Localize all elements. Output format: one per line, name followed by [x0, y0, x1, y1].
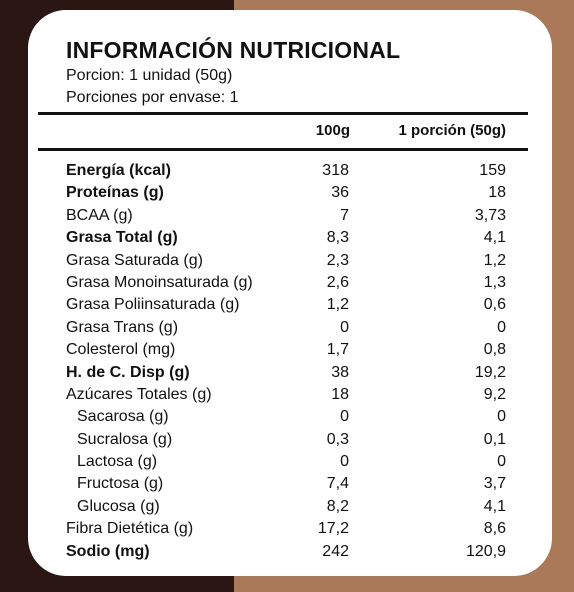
nutrient-table: Energía (kcal) 318 159 Proteínas (g) 36 18 BCA… [28, 160, 552, 563]
value-per-100g: 7 [340, 206, 349, 224]
value-per-portion: 3,73 [474, 206, 506, 224]
value-per-portion: 0 [497, 453, 506, 471]
nutrient-label: Grasa Saturada (g) [66, 251, 203, 269]
nutrient-row: Proteínas (g) 36 18 [28, 182, 552, 204]
nutrient-row: Colesterol (mg) 1,7 0,8 [28, 339, 552, 361]
value-per-100g: 38 [331, 363, 349, 381]
nutrient-row: Fibra Dietética (g) 17,2 8,6 [28, 518, 552, 540]
nutrient-row: Energía (kcal) 318 159 [28, 160, 552, 182]
value-per-portion: 3,7 [483, 475, 506, 493]
nutrient-row: Lactosa (g) 0 0 [28, 451, 552, 473]
value-per-portion: 120,9 [465, 542, 506, 560]
nutrient-label: Grasa Total (g) [66, 229, 178, 247]
nutrient-row: Grasa Poliinsaturada (g) 1,2 0,6 [28, 294, 552, 316]
serving-size: Porcion: 1 unidad (50g) [66, 67, 233, 84]
servings-per-container: Porciones por envase: 1 [66, 89, 239, 106]
value-per-portion: 8,6 [483, 520, 506, 538]
value-per-portion: 4,1 [483, 497, 506, 515]
value-per-portion: 9,2 [483, 385, 506, 403]
nutrient-label: Proteínas (g) [66, 184, 164, 202]
value-per-100g: 8,3 [326, 229, 349, 247]
value-per-portion: 0 [497, 318, 506, 336]
value-per-portion: 159 [479, 162, 506, 179]
nutrient-label: Colesterol (mg) [66, 341, 176, 359]
value-per-100g: 0 [340, 318, 349, 336]
nutrient-label: Lactosa (g) [77, 453, 158, 471]
nutrient-label: Sodio (mg) [66, 542, 150, 560]
value-per-portion: 1,2 [483, 251, 506, 269]
nutrient-row: Grasa Total (g) 8,3 4,1 [28, 227, 552, 249]
nutrient-label: Fructosa (g) [77, 475, 164, 493]
value-per-100g: 36 [331, 184, 349, 202]
value-per-portion: 4,1 [483, 229, 506, 247]
value-per-100g: 1,2 [326, 296, 349, 314]
value-per-100g: 2,6 [326, 273, 349, 291]
value-per-100g: 0,3 [326, 430, 349, 448]
value-per-portion: 0,8 [483, 341, 506, 359]
nutrient-label: Sacarosa (g) [77, 408, 169, 426]
nutrient-row: Grasa Trans (g) 0 0 [28, 317, 552, 339]
nutrient-label: BCAA (g) [66, 206, 133, 224]
nutrition-label-card: INFORMACIÓN NUTRICIONAL Porcion: 1 unida… [28, 10, 552, 576]
nutrient-row: Grasa Saturada (g) 2,3 1,2 [28, 250, 552, 272]
column-header-100g: 100g [315, 122, 350, 139]
nutrient-row: Fructosa (g) 7,4 3,7 [28, 473, 552, 495]
nutrient-row: Sacarosa (g) 0 0 [28, 406, 552, 428]
nutrient-label: Energía (kcal) [66, 162, 171, 179]
value-per-100g: 7,4 [326, 475, 349, 493]
value-per-100g: 0 [340, 408, 349, 426]
value-per-100g: 0 [340, 453, 349, 471]
value-per-portion: 0,1 [483, 430, 506, 448]
nutrient-row: Azúcares Totales (g) 18 9,2 [28, 384, 552, 406]
nutrient-label: Grasa Trans (g) [66, 318, 179, 336]
nutrient-row: Sodio (mg) 242 120,9 [28, 541, 552, 563]
nutrient-label: Fibra Dietética (g) [66, 520, 194, 538]
value-per-100g: 17,2 [317, 520, 349, 538]
nutrient-label: Azúcares Totales (g) [66, 385, 212, 403]
value-per-portion: 19,2 [474, 363, 506, 381]
nutrient-label: Glucosa (g) [77, 497, 160, 515]
nutrient-row: Glucosa (g) 8,2 4,1 [28, 496, 552, 518]
nutrient-label: Grasa Poliinsaturada (g) [66, 296, 240, 314]
value-per-100g: 1,7 [326, 341, 349, 359]
column-header-portion: 1 porción (50g) [398, 122, 506, 139]
value-per-100g: 242 [322, 542, 349, 560]
value-per-portion: 1,3 [483, 273, 506, 291]
nutrient-row: Grasa Monoinsaturada (g) 2,6 1,3 [28, 272, 552, 294]
value-per-portion: 0,6 [483, 296, 506, 314]
value-per-100g: 318 [322, 162, 349, 179]
nutrient-label: Sucralosa (g) [77, 430, 173, 448]
value-per-100g: 8,2 [326, 497, 349, 515]
nutrient-row: BCAA (g) 7 3,73 [28, 205, 552, 227]
value-per-portion: 18 [488, 184, 506, 202]
top-divider [38, 112, 528, 115]
value-per-100g: 18 [331, 385, 349, 403]
nutrient-row: H. de C. Disp (g) 38 19,2 [28, 362, 552, 384]
value-per-100g: 2,3 [326, 251, 349, 269]
nutrient-label: Grasa Monoinsaturada (g) [66, 273, 253, 291]
header-divider [38, 148, 528, 151]
nutrient-label: H. de C. Disp (g) [66, 363, 190, 381]
nutrient-row: Sucralosa (g) 0,3 0,1 [28, 429, 552, 451]
value-per-portion: 0 [497, 408, 506, 426]
label-title: INFORMACIÓN NUTRICIONAL [66, 37, 401, 63]
